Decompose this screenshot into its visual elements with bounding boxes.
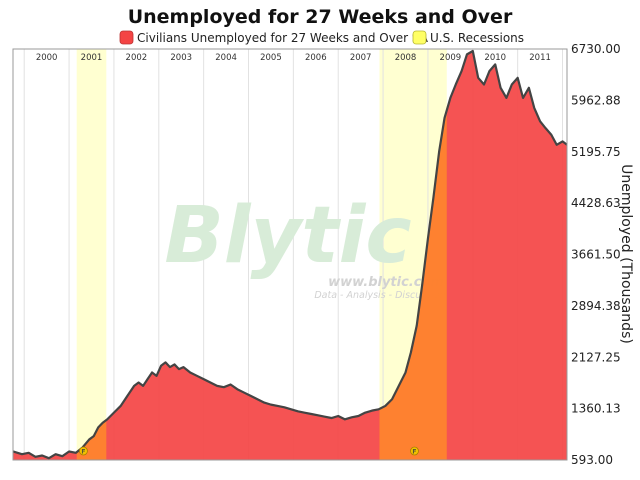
legend-swatch-series — [119, 30, 134, 45]
legend: Civilians Unemployed for 27 Weeks and Ov… — [119, 30, 524, 45]
year-label-2011: 2011 — [529, 53, 551, 63]
series-line — [12, 49, 568, 460]
year-label-2009: 2009 — [440, 53, 462, 63]
year-label-2002: 2002 — [126, 53, 148, 63]
year-label-2000: 2000 — [36, 53, 58, 63]
y-tick-label-8: 6730.00 — [571, 42, 621, 56]
year-labels: 2000 2001 2002 2003 2004 2005 2006 2007 2008 2009… — [36, 53, 551, 63]
plot-border — [12, 48, 568, 461]
year-label-2007: 2007 — [350, 53, 372, 63]
y-tick-label-6: 5195.75 — [571, 145, 621, 159]
year-label-2006: 2006 — [305, 53, 327, 63]
legend-label-recessions: U.S. Recessions — [430, 31, 524, 45]
chart-title: Unemployed for 27 Weeks and Over — [128, 6, 513, 28]
year-label-2005: 2005 — [260, 53, 282, 63]
watermark-url: www.blytic.com — [328, 275, 444, 290]
recession-band-0 — [76, 49, 107, 460]
event-marker-1 — [410, 446, 419, 456]
event-marker-label-1: F — [412, 449, 416, 456]
y-tick-label-7: 5962.88 — [571, 93, 621, 107]
event-marker-label-0: F — [81, 449, 85, 456]
legend-swatch-recessions — [412, 30, 427, 45]
watermark-logo: Blytic — [164, 191, 411, 281]
event-marker-0 — [79, 446, 88, 456]
year-label-2010: 2010 — [484, 53, 506, 63]
year-label-2008: 2008 — [395, 53, 417, 63]
y-tick-label-5: 4428.63 — [571, 196, 621, 210]
year-label-2004: 2004 — [215, 53, 237, 63]
y-axis-label: Unemployed (Thousands) — [618, 164, 634, 344]
year-label-2003: 2003 — [170, 53, 192, 63]
legend-item-series[interactable]: Civilians Unemployed for 27 Weeks and Ov… — [119, 30, 429, 45]
y-tick-label-2: 2127.25 — [571, 350, 621, 364]
watermark: Blytic www.blytic.com Data - Analysis - … — [164, 191, 445, 301]
series-area-recession-overlay-1 — [379, 110, 447, 460]
y-axis-ticks: 593.00 1360.13 2127.25 2894.38 3661.50 4428.6… — [571, 42, 621, 467]
y-tick-label-4: 3661.50 — [571, 248, 621, 262]
legend-label-series: Civilians Unemployed for 27 Weeks and Ov… — [137, 31, 429, 45]
year-label-2001: 2001 — [81, 53, 103, 63]
y-tick-label-0: 593.00 — [571, 453, 613, 467]
legend-item-recessions[interactable]: U.S. Recessions — [412, 30, 524, 45]
watermark-tagline: Data - Analysis - Discussion — [314, 290, 445, 301]
plot-area: Blytic www.blytic.com Data - Analysis - … — [12, 48, 568, 461]
y-tick-label-1: 1360.13 — [571, 402, 621, 416]
y-tick-label-3: 2894.38 — [571, 299, 621, 313]
